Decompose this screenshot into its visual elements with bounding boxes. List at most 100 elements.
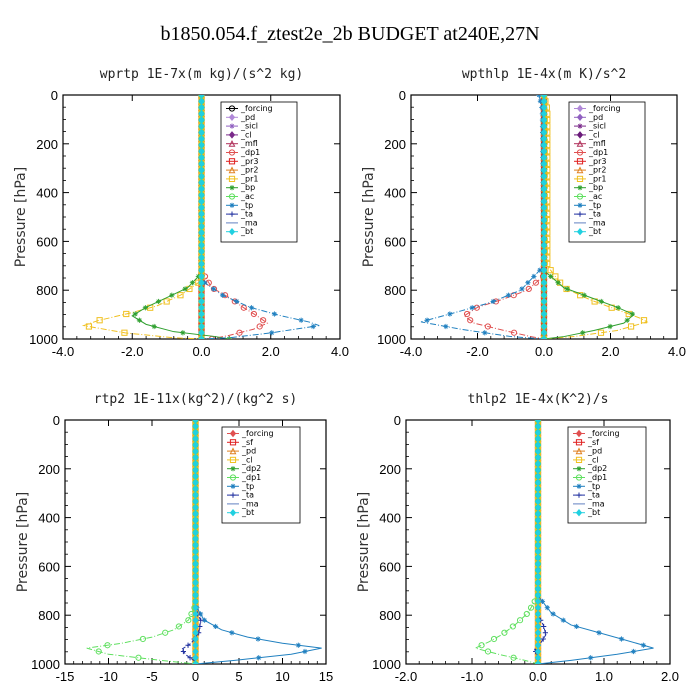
data-point <box>198 335 205 339</box>
legend-entry: _ma <box>226 218 258 227</box>
legend-marker <box>229 447 237 455</box>
legend-marker <box>577 123 583 129</box>
legend-entry: _pd <box>227 447 256 456</box>
x-tick-label: -4.0 <box>52 344 74 359</box>
legend-entry: _pd <box>574 113 603 122</box>
legend-label: _tp <box>587 482 600 491</box>
y-tick-label: 400 <box>38 511 60 526</box>
y-tick-label: 800 <box>38 608 60 623</box>
y-tick-label: 200 <box>379 462 401 477</box>
legend-marker <box>576 113 584 122</box>
legend-label: _bt <box>240 227 253 236</box>
legend-entry: _dp1 <box>573 473 607 482</box>
legend-label: _pr3 <box>240 157 258 166</box>
legend-label: _sf <box>241 438 253 447</box>
data-point <box>541 623 547 630</box>
series-bp <box>131 95 232 339</box>
data-point <box>189 280 196 286</box>
legend-marker <box>576 166 584 174</box>
data-point <box>250 310 258 318</box>
x-tick-label: -4.0 <box>400 344 422 359</box>
data-point <box>555 280 561 286</box>
data-point <box>490 635 498 643</box>
series-ta <box>180 420 204 664</box>
series-dp1 <box>463 95 548 339</box>
legend-marker <box>230 492 236 498</box>
data-point <box>547 267 554 274</box>
data-point <box>198 617 204 623</box>
y-tick-label: 400 <box>36 186 58 201</box>
data-point <box>197 611 204 617</box>
legend-label: _ac <box>588 192 602 201</box>
legend-label: _ma <box>241 499 259 508</box>
data-point <box>540 335 548 339</box>
legend-entry: _pd <box>573 447 602 456</box>
legend-label: _ma <box>240 218 258 227</box>
legend-marker <box>575 439 583 446</box>
series-line <box>420 95 545 339</box>
data-point <box>201 617 208 623</box>
data-point <box>177 292 184 299</box>
legend-marker <box>577 202 583 208</box>
data-point <box>187 655 193 661</box>
data-point <box>212 623 219 630</box>
legend-label: _bt <box>588 227 601 236</box>
legend-marker <box>228 158 236 165</box>
data-point <box>443 323 449 330</box>
data-point <box>269 330 275 336</box>
data-point <box>469 305 475 311</box>
data-point <box>548 273 554 280</box>
x-tick-label: 0.0 <box>535 344 553 359</box>
x-tick-label: 4.0 <box>668 344 686 359</box>
legend-marker <box>575 447 583 455</box>
legend-entry: _ac <box>574 192 602 201</box>
legend-entry: _cl <box>227 455 253 464</box>
legend-entry: _dp1 <box>574 148 608 157</box>
legend-entry: _mfl <box>574 139 606 148</box>
legend-marker <box>228 113 236 122</box>
data-point <box>615 305 621 311</box>
legend-marker <box>229 439 237 446</box>
legend-label: _bp <box>588 183 603 192</box>
data-point <box>104 642 111 649</box>
x-tick-label: -15 <box>56 669 75 684</box>
x-tick-label: 1.0 <box>595 669 613 684</box>
legend-label: _pr1 <box>240 174 258 183</box>
legend-marker <box>576 466 582 472</box>
panels: wprtp 1E-7x(m kg)/(s^2 kg) Pressure [hPa]… <box>13 67 686 684</box>
legend-marker <box>228 227 236 236</box>
legend-marker <box>576 193 584 200</box>
legend-label: _ta <box>587 491 600 500</box>
plot-area <box>81 95 320 339</box>
legend-entry: _ac <box>226 192 254 201</box>
data-point <box>255 636 261 642</box>
legend-entry: _dp2 <box>227 464 261 473</box>
legend-marker <box>228 139 236 147</box>
x-tick-label: 10 <box>275 669 289 684</box>
data-point <box>96 317 103 324</box>
data-point <box>467 317 474 324</box>
data-point <box>564 286 570 292</box>
legend-entry: _sf <box>227 438 253 447</box>
legend-entry: _dp1 <box>227 473 261 482</box>
legend-marker <box>229 185 235 191</box>
data-point <box>640 642 646 648</box>
legend-marker <box>228 131 236 139</box>
legend-label: _mfl <box>588 139 606 148</box>
chart-panel-3: rtp2 1E-11x(kg^2)/(kg^2 s) Pressure [hPa]… <box>15 392 333 684</box>
legend-label: _pd <box>587 447 602 456</box>
legend-label: _sf <box>587 438 599 447</box>
y-tick-label: 800 <box>379 608 401 623</box>
x-tick-label: -2.0 <box>395 669 417 684</box>
legend-label: _dp2 <box>587 464 607 473</box>
legend-label: _cl <box>587 455 599 464</box>
series-bt <box>198 95 205 339</box>
legend-entry: _sicl <box>226 122 258 131</box>
data-point <box>588 655 594 661</box>
legend-marker <box>576 131 584 139</box>
data-point <box>537 267 543 273</box>
data-point <box>607 323 613 330</box>
legend-label: _forcing <box>240 104 273 113</box>
legend-entry: _pd <box>226 113 255 122</box>
data-point <box>163 298 170 305</box>
